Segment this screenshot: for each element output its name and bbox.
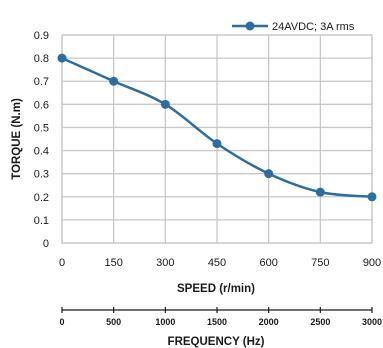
x-axis-title: SPEED (r/min) [177, 283, 255, 295]
frequency-axis: 0 500 1000 1500 2000 2500 3000 [59, 307, 382, 327]
frequency-tick-label: 1500 [207, 317, 227, 327]
y-axis-title: TORQUE (N.m) [11, 98, 23, 180]
frequency-tick-label: 0 [59, 317, 64, 327]
y-tick-label: 0.6 [34, 99, 49, 111]
frequency-tick-label: 500 [106, 317, 121, 327]
frequency-tick-label: 2500 [310, 317, 330, 327]
plot-border [61, 34, 373, 244]
data-point [315, 187, 325, 197]
legend: 24AVDC; 3A rms [232, 21, 355, 33]
x-tick-label: 300 [156, 257, 174, 269]
x-tick-label: 750 [311, 257, 329, 269]
legend-label: 24AVDC; 3A rms [272, 21, 355, 33]
x-tick-label: 0 [59, 257, 65, 269]
y-tick-label: 0.1 [34, 215, 49, 227]
frequency-tick-label: 2000 [259, 317, 279, 327]
series-group [57, 53, 377, 202]
frequency-tick-label: 1000 [155, 317, 175, 327]
x-tick-label: 600 [259, 257, 277, 269]
y-tick-label: 0.3 [34, 169, 49, 181]
data-point [160, 99, 170, 109]
frequency-tick-label: 3000 [362, 317, 382, 327]
x-tick-labels: 0 150 300 450 600 750 900 [59, 257, 381, 269]
data-point [109, 76, 119, 86]
x-tick-label: 900 [363, 257, 381, 269]
y-tick-label: 0.8 [34, 53, 49, 65]
y-tick-label: 0.7 [34, 76, 49, 88]
data-point [212, 139, 222, 149]
legend-marker [245, 21, 255, 31]
y-tick-label: 0.5 [34, 122, 49, 134]
x-tick-label: 450 [208, 257, 226, 269]
y-tick-label: 0.4 [34, 146, 49, 158]
data-point [264, 169, 274, 179]
y-tick-label: 0.9 [34, 30, 49, 42]
y-tick-label: 0.2 [34, 192, 49, 204]
data-point [367, 192, 377, 202]
frequency-axis-title: FREQUENCY (Hz) [168, 336, 265, 348]
y-tick-label: 0 [43, 238, 49, 250]
x-tick-label: 150 [104, 257, 122, 269]
y-tick-labels: 0 0.1 0.2 0.3 0.4 0.5 0.6 0.7 0.8 0.9 [34, 30, 49, 250]
data-point [57, 53, 67, 63]
grid [61, 34, 373, 244]
